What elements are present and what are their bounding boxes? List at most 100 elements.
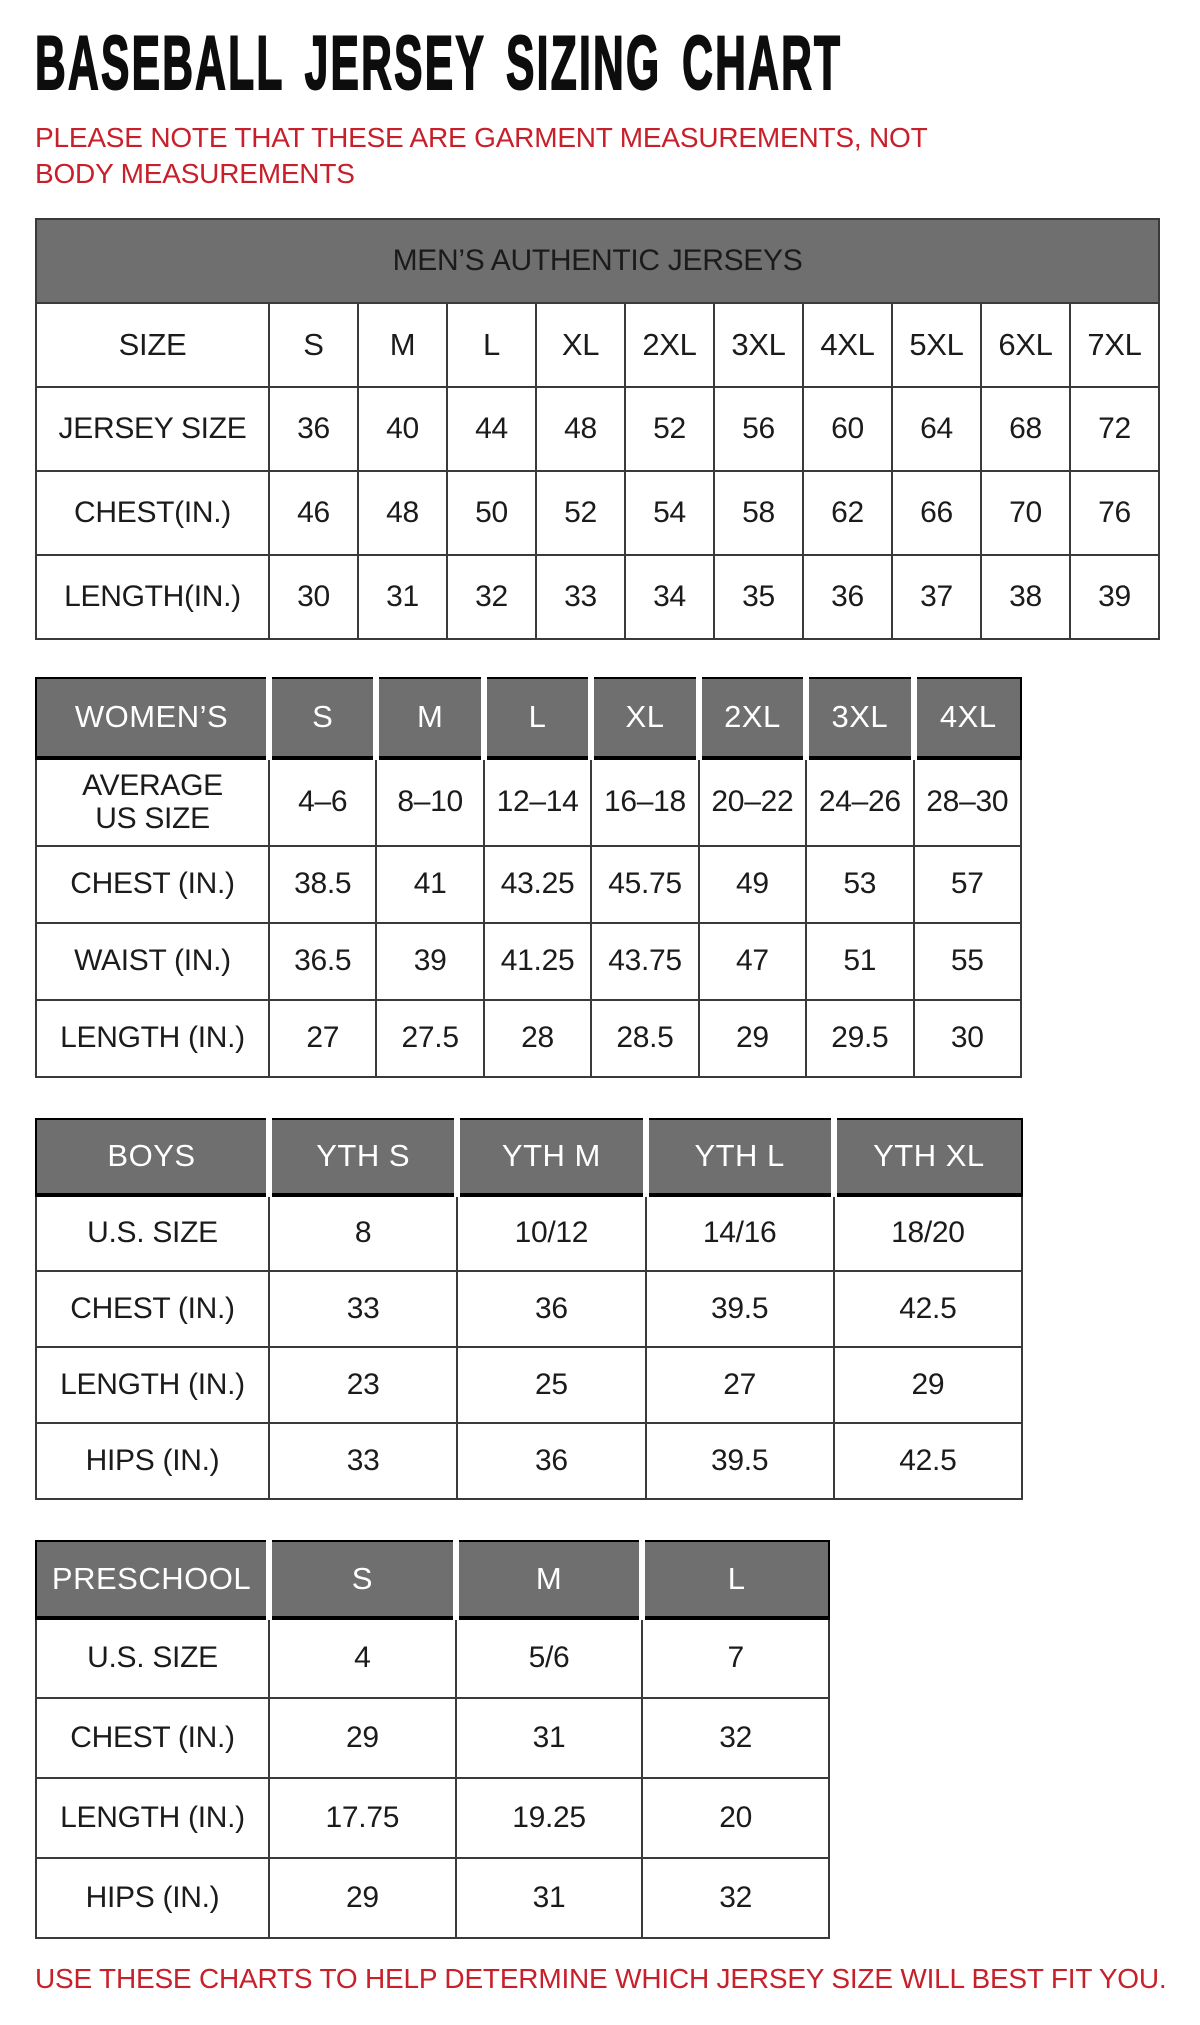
page-title: BASEBALL JERSEY SIZING CHART [34,21,1165,108]
size-value-cell: 39.5 [644,1421,835,1500]
column-header: S [266,1539,457,1620]
size-value-cell: 34 [624,553,715,640]
column-header: XL [588,676,700,760]
size-value-cell: 31 [357,553,448,640]
size-value-cell: 4 [268,1616,457,1699]
size-value-cell: 38 [980,553,1071,640]
size-value-cell: 54 [624,469,715,556]
size-value-cell: 56 [713,385,804,472]
row-label: AVERAGE US SIZE [35,756,270,847]
size-value-cell: 27.5 [375,998,485,1078]
column-header: 6XL [980,301,1071,388]
size-value-cell: 48 [357,469,448,556]
size-value-cell: 31 [454,1696,644,1779]
size-value-cell: 29 [268,1696,457,1779]
size-value-cell: 36 [268,385,359,472]
size-value-cell: 37 [891,553,982,640]
size-value-cell: 4–6 [267,756,378,847]
size-value-cell: 27 [644,1345,835,1424]
size-value-cell: 14/16 [644,1193,835,1272]
size-value-cell: 27 [267,998,378,1078]
column-header: XL [535,301,626,388]
size-value-cell: 33 [267,1269,459,1348]
row-label: HIPS (IN.) [35,1856,270,1939]
size-value-cell: 36 [456,1421,647,1500]
mens-header-label: SIZE [35,301,270,388]
size-value-cell: 36 [456,1269,647,1348]
preschool-sizing-table: PRESCHOOL S M L U.S. SIZE 4 5/6 7 CHEST (IN.) 29 3… [35,1539,830,1939]
size-value-cell: 60 [802,385,893,472]
size-value-cell: 57 [912,844,1023,924]
size-value-cell: 51 [805,921,915,1001]
size-value-cell: 40 [357,385,448,472]
size-value-cell: 32 [641,1856,830,1939]
size-value-cell: 55 [912,921,1023,1001]
size-value-cell: 42.5 [832,1269,1024,1348]
column-header: 3XL [803,676,915,760]
row-label: CHEST (IN.) [35,844,270,924]
size-value-cell: 16–18 [590,756,700,847]
size-value-cell: 39 [375,921,485,1001]
column-header: M [373,676,485,760]
size-value-cell: 25 [456,1345,647,1424]
size-value-cell: 53 [805,844,915,924]
size-value-cell: 58 [713,469,804,556]
size-value-cell: 50 [446,469,537,556]
size-value-cell: 43.25 [482,844,593,924]
mens-banner: MEN’S AUTHENTIC JERSEYS [35,217,1160,304]
size-value-cell: 18/20 [832,1193,1024,1272]
size-value-cell: 70 [980,469,1071,556]
column-header: YTH XL [830,1117,1024,1197]
size-value-cell: 20–22 [697,756,808,847]
size-value-cell: 38.5 [267,844,378,924]
column-header: 5XL [891,301,982,388]
size-value-cell: 68 [980,385,1071,472]
size-value-cell: 47 [697,921,808,1001]
size-value-cell: 8 [267,1193,459,1272]
page-title-text: BASEBALL JERSEY SIZING CHART [34,21,843,106]
row-label: WAIST (IN.) [35,921,270,1001]
size-value-cell: 19.25 [454,1776,644,1859]
size-value-cell: 52 [535,469,626,556]
size-value-cell: 52 [624,385,715,472]
column-header: 4XL [910,676,1023,760]
row-label: U.S. SIZE [35,1616,270,1699]
column-header: 7XL [1069,301,1160,388]
size-value-cell: 28 [482,998,593,1078]
size-value-cell: 5/6 [454,1616,644,1699]
size-value-cell: 32 [446,553,537,640]
row-label: LENGTH(IN.) [35,553,270,640]
womens-sizing-table: WOMEN’S S M L XL 2XL 3XL 4XL AVERAGE US SIZE 4–6 8… [35,676,1023,1078]
mens-sizing-table: MEN’S AUTHENTIC JERSEYS SIZE S M L XL 2XL 3XL 4X… [35,217,1160,640]
row-label: CHEST (IN.) [35,1269,270,1348]
size-value-cell: 39.5 [644,1269,835,1348]
size-value-cell: 8–10 [375,756,485,847]
size-value-cell: 46 [268,469,359,556]
row-label: HIPS (IN.) [35,1421,270,1500]
size-value-cell: 41.25 [482,921,593,1001]
boys-sizing-table: BOYS YTH S YTH M YTH L YTH XL U.S. SIZE 8 10/12… [35,1117,1024,1500]
column-header: YTH L [642,1117,835,1197]
row-label: LENGTH (IN.) [35,1776,270,1859]
size-value-cell: 20 [641,1776,830,1859]
column-header: 2XL [695,676,808,760]
size-value-cell: 23 [267,1345,459,1424]
size-value-cell: 43.75 [590,921,700,1001]
size-value-cell: 66 [891,469,982,556]
size-value-cell: 24–26 [805,756,915,847]
column-header: L [639,1539,830,1620]
row-label: LENGTH (IN.) [35,1345,270,1424]
preschool-header-label: PRESCHOOL [35,1539,270,1620]
size-value-cell: 28–30 [912,756,1023,847]
size-value-cell: 35 [713,553,804,640]
size-value-cell: 48 [535,385,626,472]
size-value-cell: 10/12 [456,1193,647,1272]
column-header: S [268,301,359,388]
size-value-cell: 64 [891,385,982,472]
boys-header-label: BOYS [35,1117,270,1197]
size-value-cell: 29 [832,1345,1024,1424]
size-value-cell: 12–14 [482,756,593,847]
size-value-cell: 28.5 [590,998,700,1078]
row-label: U.S. SIZE [35,1193,270,1272]
